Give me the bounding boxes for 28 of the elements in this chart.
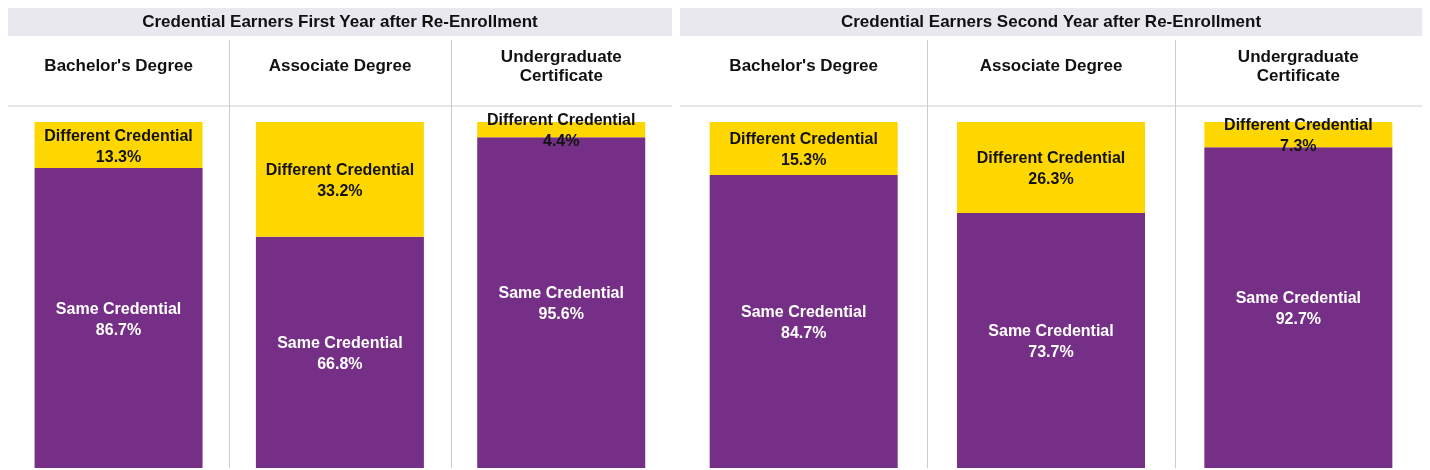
text: Different Credential [265, 160, 415, 178]
x-tick-label: Associate Degree [268, 55, 412, 75]
chart-title: Credential Earners First Year after Re-Enrollment [8, 8, 672, 36]
x-tick-label: Bachelor's Degree [729, 55, 878, 75]
data-label: 84.7% [780, 323, 827, 341]
data-label: 33.2% [317, 181, 363, 199]
x-tick-label: Undergraduate Certificate [1237, 46, 1359, 84]
x-tick-label: Bachelor's Degree [44, 55, 193, 75]
data-label: 26.3% [1028, 169, 1074, 187]
data-label: 15.3% [780, 150, 827, 168]
text: Different Credential [44, 126, 193, 144]
text: Same Credential [55, 299, 182, 317]
text: Same Credential [988, 321, 1114, 339]
data-label: 13.3% [95, 147, 142, 165]
text: Same Credential [277, 333, 403, 351]
series-label: Same Credential [498, 283, 624, 301]
text: Different Credential [976, 148, 1126, 166]
data-label: 92.7% [1275, 309, 1322, 327]
x-tick-label: Undergraduate Certificate [500, 46, 622, 84]
x-tick-label: Associate Degree [979, 55, 1123, 75]
text: Different Credential [729, 129, 878, 147]
data-label: 73.7% [1028, 342, 1074, 360]
chart-title: Credential Earners Second Year after Re-Enrollment [680, 8, 1422, 36]
data-label: 95.6% [538, 304, 584, 322]
text: Same Credential [1235, 288, 1362, 306]
data-label: 66.8% [317, 354, 363, 372]
series-label: Same Credential [740, 302, 867, 320]
data-label: 86.7% [95, 320, 142, 338]
